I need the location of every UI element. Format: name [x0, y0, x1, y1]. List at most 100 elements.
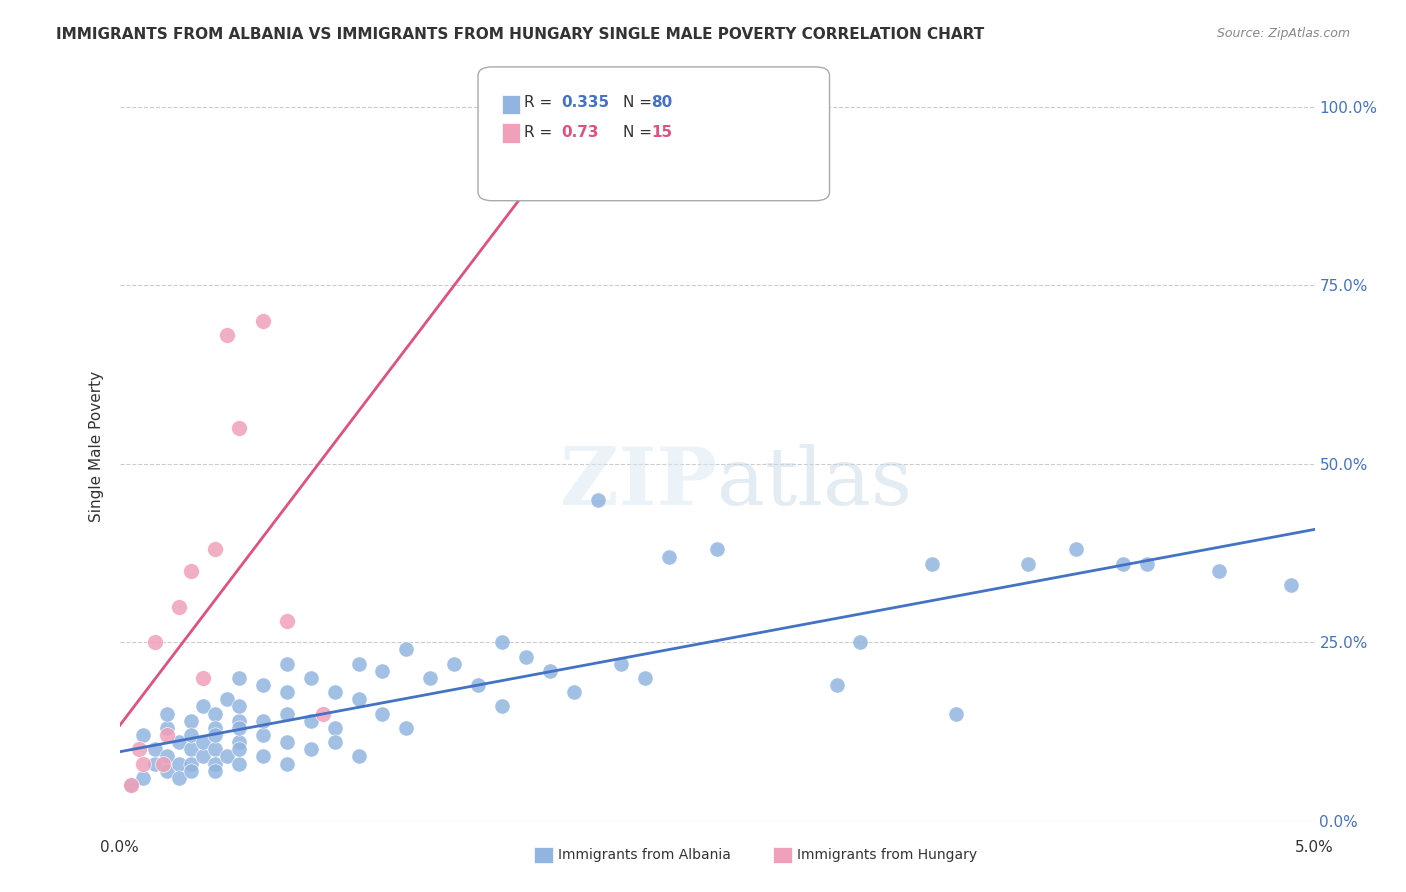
Point [276, 706, 298, 721]
Point [145, 756, 166, 771]
Point [145, 742, 166, 756]
Point [156, 721, 179, 735]
Point [204, 764, 226, 778]
Point [706, 542, 728, 557]
Text: atlas: atlas [717, 444, 912, 523]
Point [180, 764, 202, 778]
Point [152, 756, 174, 771]
Text: Source: ZipAtlas.com: Source: ZipAtlas.com [1216, 27, 1350, 40]
Point [228, 742, 250, 756]
Point [945, 706, 967, 721]
Point [586, 492, 609, 507]
Point [121, 778, 143, 792]
Point [204, 742, 226, 756]
Point [1279, 578, 1302, 592]
Point [371, 664, 394, 678]
Point [299, 671, 322, 685]
Point [299, 742, 322, 756]
Point [169, 599, 191, 614]
Point [1064, 542, 1087, 557]
Point [204, 728, 226, 742]
Point [1017, 557, 1039, 571]
Point [849, 635, 872, 649]
Point [276, 756, 298, 771]
Point [204, 721, 226, 735]
Point [252, 314, 274, 328]
Point [562, 685, 585, 699]
Point [634, 671, 657, 685]
Text: IMMIGRANTS FROM ALBANIA VS IMMIGRANTS FROM HUNGARY SINGLE MALE POVERTY CORRELATI: IMMIGRANTS FROM ALBANIA VS IMMIGRANTS FR… [56, 27, 984, 42]
Text: 80: 80 [651, 95, 672, 110]
Point [132, 728, 155, 742]
Point [825, 678, 848, 692]
Point [169, 771, 191, 785]
Text: 5.0%: 5.0% [1295, 840, 1334, 855]
Point [180, 564, 202, 578]
Text: Immigrants from Hungary: Immigrants from Hungary [797, 848, 977, 863]
Point [121, 778, 143, 792]
Point [204, 542, 226, 557]
Point [921, 557, 943, 571]
Text: 0.73: 0.73 [561, 125, 599, 139]
Point [217, 692, 239, 706]
Point [228, 735, 250, 749]
Point [217, 749, 239, 764]
Point [1208, 564, 1230, 578]
Point [228, 756, 250, 771]
Point [132, 756, 155, 771]
Point [156, 749, 179, 764]
Point [228, 699, 250, 714]
Point [252, 678, 274, 692]
Point [467, 678, 489, 692]
Point [276, 685, 298, 699]
Text: 0.0%: 0.0% [100, 840, 139, 855]
Point [156, 764, 179, 778]
Point [252, 728, 274, 742]
Point [347, 657, 370, 671]
Text: ZIP: ZIP [560, 444, 717, 523]
Point [228, 714, 250, 728]
Point [191, 749, 215, 764]
Point [347, 749, 370, 764]
Point [276, 735, 298, 749]
Text: 15: 15 [651, 125, 672, 139]
Point [145, 635, 166, 649]
Point [169, 735, 191, 749]
Point [180, 728, 202, 742]
Point [180, 756, 202, 771]
Point [312, 706, 335, 721]
Point [323, 735, 346, 749]
Point [252, 714, 274, 728]
Point [191, 671, 215, 685]
Text: 0.335: 0.335 [561, 95, 609, 110]
Point [156, 728, 179, 742]
Point [491, 635, 513, 649]
Point [276, 614, 298, 628]
Point [180, 714, 202, 728]
Point [299, 714, 322, 728]
Point [323, 685, 346, 699]
Point [276, 657, 298, 671]
Point [395, 642, 418, 657]
Point [156, 706, 179, 721]
Point [515, 649, 537, 664]
Y-axis label: Single Male Poverty: Single Male Poverty [89, 370, 104, 522]
Point [204, 756, 226, 771]
Point [347, 692, 370, 706]
Point [395, 721, 418, 735]
Point [204, 706, 226, 721]
Point [169, 756, 191, 771]
Point [228, 721, 250, 735]
Point [443, 657, 465, 671]
Point [491, 699, 513, 714]
Point [128, 742, 150, 756]
Text: N =: N = [623, 125, 657, 139]
Point [658, 549, 681, 564]
Point [252, 749, 274, 764]
Point [419, 671, 441, 685]
Text: R =: R = [524, 95, 558, 110]
Point [191, 699, 215, 714]
Point [371, 706, 394, 721]
Text: N =: N = [623, 95, 657, 110]
Point [191, 735, 215, 749]
